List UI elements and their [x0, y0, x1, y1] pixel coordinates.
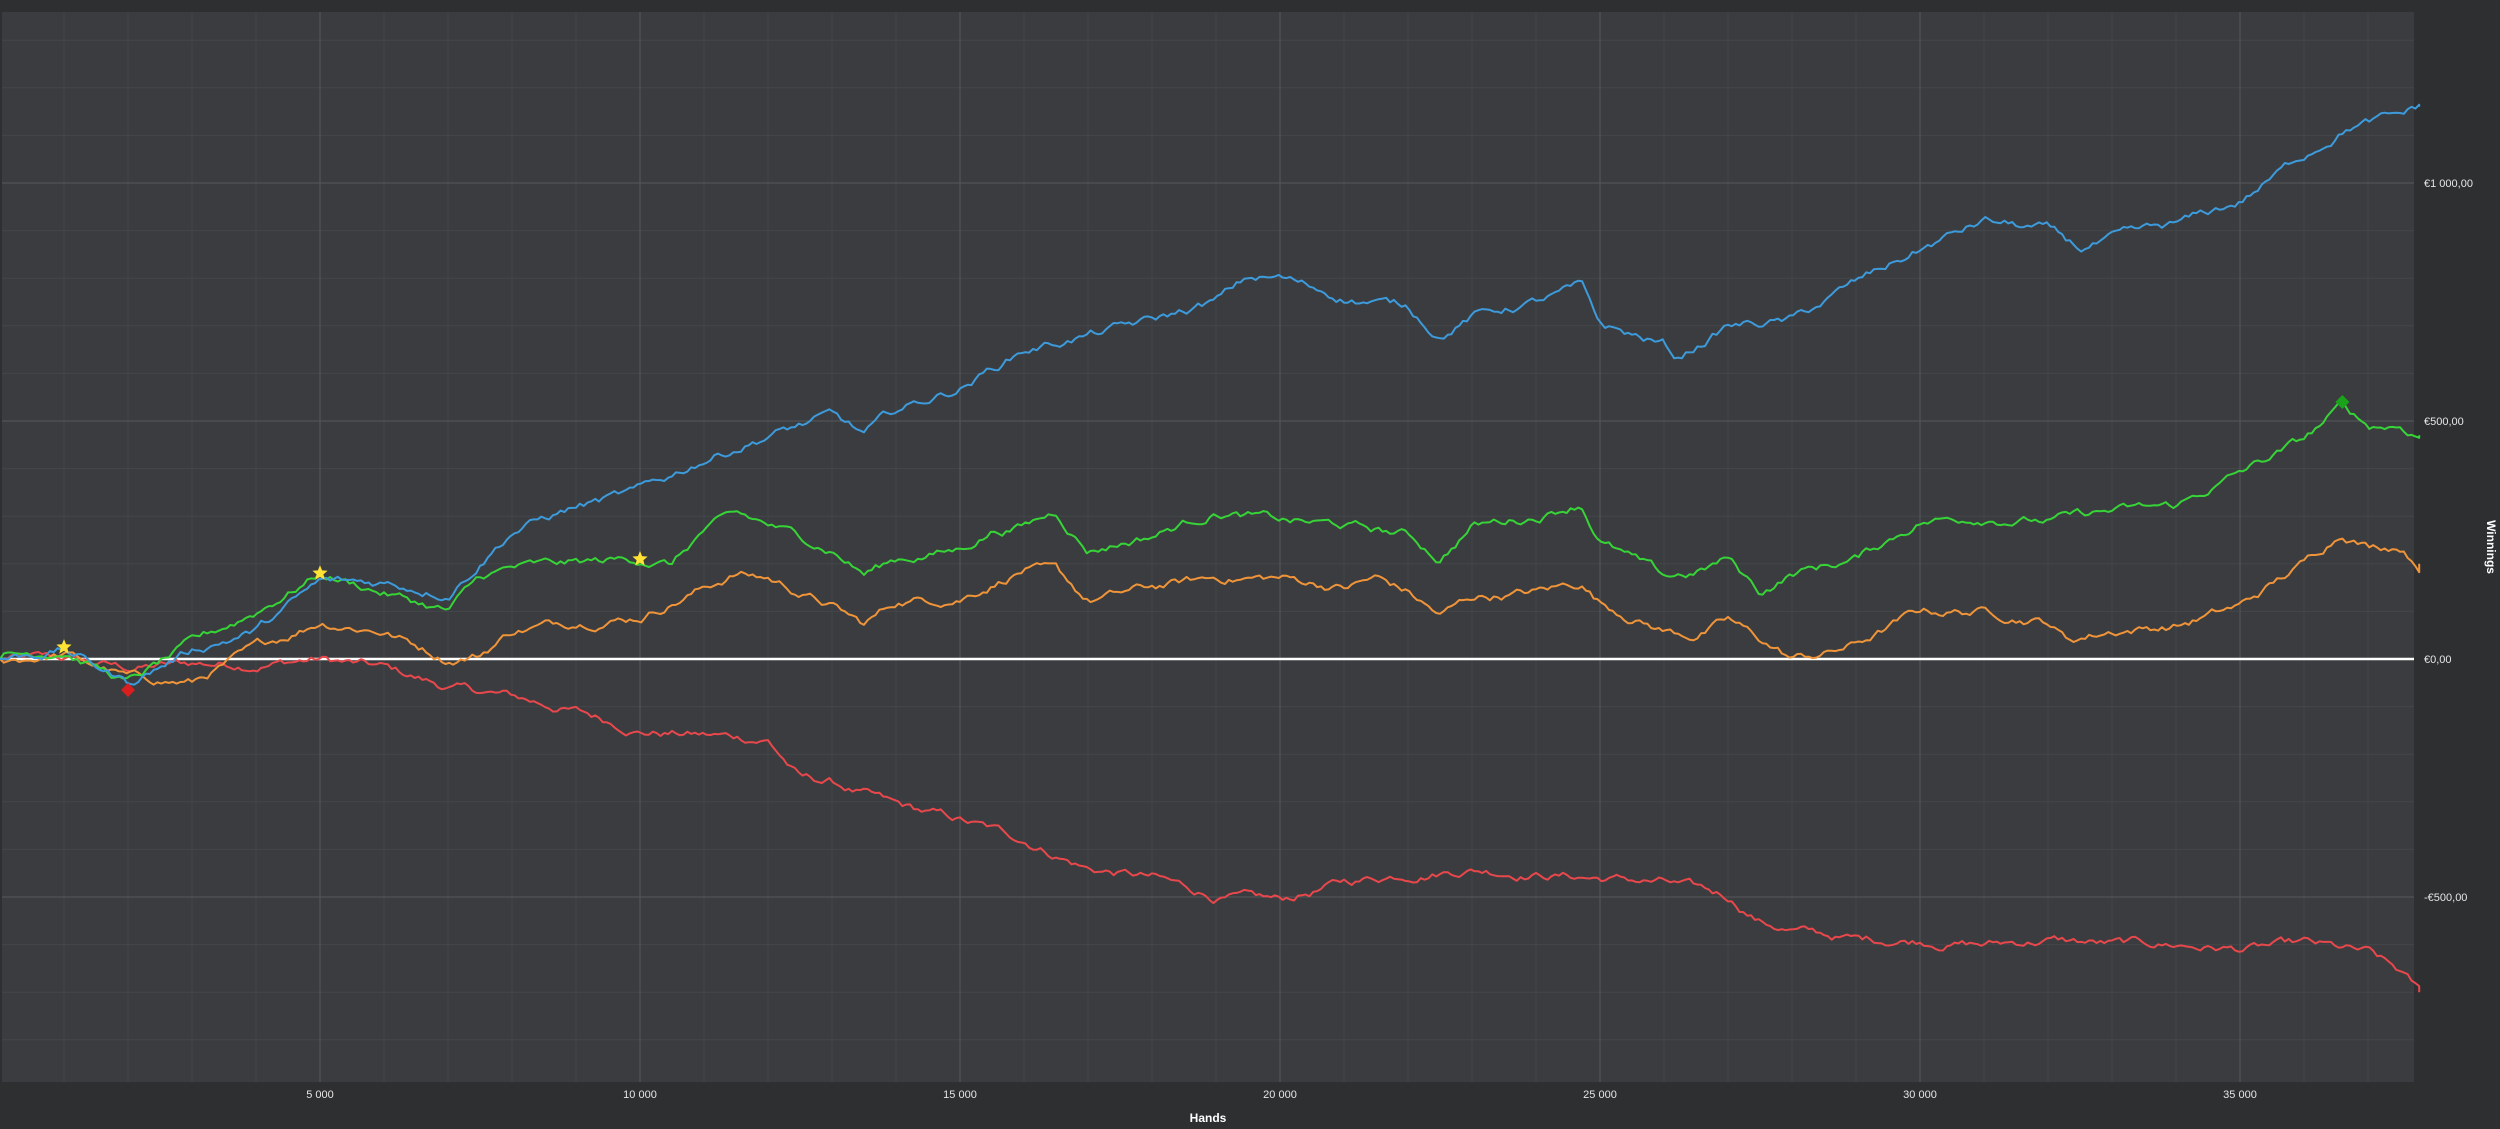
series-line-2 [0, 537, 2421, 686]
star-marker [56, 639, 72, 654]
y-tick-label: €500,00 [2424, 416, 2464, 428]
star-marker [312, 565, 328, 580]
y-tick-label: €1 000,00 [2424, 178, 2473, 190]
x-tick-label: 30 000 [1903, 1089, 1937, 1101]
series-line-0 [0, 103, 2421, 686]
y-axis-title: Winnings [2484, 520, 2498, 574]
y-tick-label: €0,00 [2424, 654, 2452, 666]
x-tick-label: 35 000 [2223, 1089, 2257, 1101]
x-axis-title: Hands [1190, 1111, 1227, 1125]
x-tick-label: 10 000 [623, 1089, 657, 1101]
x-tick-label: 15 000 [943, 1089, 977, 1101]
star-marker [632, 551, 648, 566]
plot-area [2, 12, 2414, 1082]
minor-gridlines [2, 12, 2414, 1082]
y-axis-ticks: €1 000,00 €500,00 €0,00 -€500,00 [2424, 178, 2473, 904]
x-tick-label: 20 000 [1263, 1089, 1297, 1101]
event-markers [56, 394, 2350, 697]
series-line-1 [0, 399, 2421, 680]
diamond-marker [121, 682, 135, 697]
diamond-marker [2335, 394, 2350, 409]
y-tick-label: -€500,00 [2424, 892, 2467, 904]
series-line-3 [0, 651, 2421, 993]
x-tick-label: 5 000 [306, 1089, 334, 1101]
x-axis-ticks: 5 000 10 000 15 000 20 000 25 000 30 000 35 00… [306, 1089, 2257, 1101]
x-tick-label: 25 000 [1583, 1089, 1617, 1101]
series-lines [0, 103, 2421, 993]
